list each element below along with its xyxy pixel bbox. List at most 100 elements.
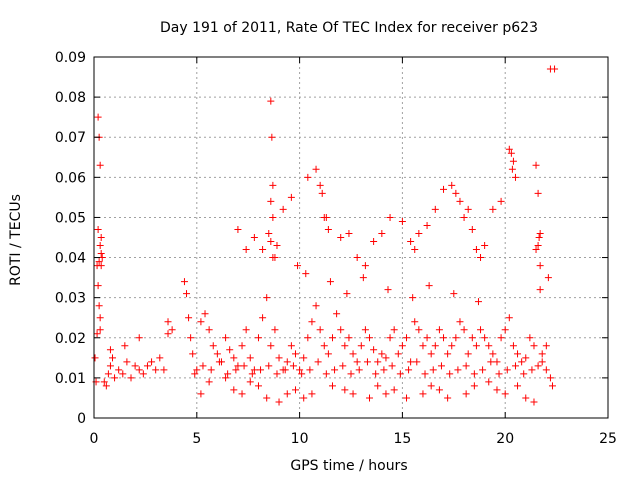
data-point (100, 378, 108, 386)
data-point (456, 197, 464, 205)
data-point (353, 254, 361, 262)
x-tick-labels: 0 5 10 15 20 25 (90, 431, 617, 447)
data-point (472, 342, 480, 350)
data-point (520, 370, 528, 378)
data-point (341, 342, 349, 350)
data-point (366, 334, 374, 342)
data-point (94, 113, 102, 121)
data-point (240, 362, 248, 370)
data-point (238, 342, 246, 350)
data-point (415, 229, 423, 237)
data-point (470, 382, 478, 390)
data-point (268, 133, 276, 141)
data-point (528, 366, 536, 374)
data-point (390, 386, 398, 394)
data-point (370, 346, 378, 354)
data-point (501, 390, 509, 398)
data-point (514, 350, 522, 358)
y-tick-label: 0.02 (55, 331, 86, 347)
data-point (450, 290, 458, 298)
data-point (265, 362, 273, 370)
data-point (423, 221, 431, 229)
data-point (316, 181, 324, 189)
data-point (452, 334, 460, 342)
data-point (363, 358, 371, 366)
data-point (254, 382, 262, 390)
data-point (96, 314, 104, 322)
data-point (489, 205, 497, 213)
data-point (357, 342, 365, 350)
data-point (505, 314, 513, 322)
plot-frame (93, 56, 609, 419)
data-point (234, 362, 242, 370)
data-point (388, 362, 396, 370)
data-point (135, 334, 143, 342)
data-point (477, 326, 485, 334)
data-point (201, 310, 209, 318)
data-point (242, 326, 250, 334)
data-point (291, 386, 299, 394)
data-point (238, 390, 246, 398)
data-point (104, 370, 112, 378)
data-point (339, 362, 347, 370)
data-point (548, 382, 556, 390)
data-point (532, 246, 540, 254)
data-point (452, 189, 460, 197)
data-point (489, 350, 497, 358)
data-point (248, 370, 256, 378)
data-point (409, 294, 417, 302)
data-point (518, 358, 526, 366)
data-point (503, 366, 511, 374)
data-point (456, 318, 464, 326)
data-point (384, 286, 392, 294)
data-point (421, 370, 429, 378)
data-point (296, 366, 304, 374)
data-point (493, 358, 501, 366)
data-point (411, 246, 419, 254)
data-point (419, 342, 427, 350)
data-point (152, 366, 160, 374)
data-point (538, 350, 546, 358)
data-point (121, 342, 129, 350)
data-point (263, 294, 271, 302)
x-tick-label: 20 (496, 431, 514, 447)
data-point (230, 386, 238, 394)
data-point (191, 370, 199, 378)
data-point (444, 394, 452, 402)
data-point (322, 213, 330, 221)
data-point (509, 342, 517, 350)
data-point (109, 354, 117, 362)
data-point (435, 326, 443, 334)
data-point (283, 390, 291, 398)
data-point (522, 354, 530, 362)
data-point (254, 334, 262, 342)
data-point (115, 366, 123, 374)
data-point (398, 217, 406, 225)
data-point (318, 189, 326, 197)
data-point (435, 386, 443, 394)
data-point (386, 334, 394, 342)
data-point (337, 326, 345, 334)
data-point (224, 370, 232, 378)
data-point (102, 382, 110, 390)
data-point (511, 173, 519, 181)
y-tick-label: 0 (77, 411, 86, 427)
data-point (403, 394, 411, 402)
data-point (460, 213, 468, 221)
data-point (180, 278, 188, 286)
data-point (440, 334, 448, 342)
data-point (135, 366, 143, 374)
data-point (300, 354, 308, 362)
data-point (246, 378, 254, 386)
data-point (349, 350, 357, 358)
data-point (226, 346, 234, 354)
data-point (497, 334, 505, 342)
y-tick-labels: 0 0.01 0.02 0.03 0.04 0.05 0.06 0.07 0.08 0.09 (55, 50, 86, 427)
data-point (304, 334, 312, 342)
data-point (374, 358, 382, 366)
data-point (95, 302, 103, 310)
data-point (481, 242, 489, 250)
data-point (374, 382, 382, 390)
y-tick-label: 0.03 (55, 291, 86, 307)
